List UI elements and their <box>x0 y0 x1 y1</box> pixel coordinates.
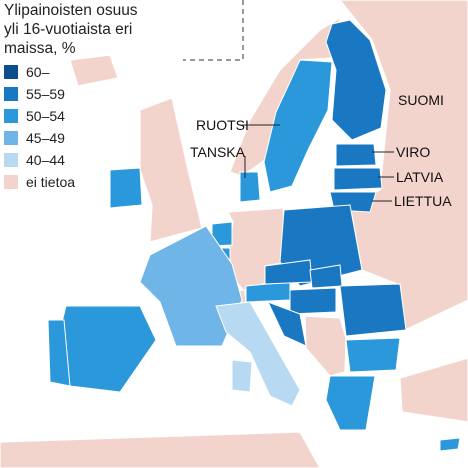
title-line: Ylipainoisten osuus <box>4 2 138 19</box>
title-line: yli 16-vuotiaista eri <box>4 21 132 38</box>
portugal <box>47 319 71 387</box>
latvia <box>333 167 383 191</box>
balkans <box>304 315 347 377</box>
north-africa <box>0 431 321 468</box>
turkey <box>399 357 468 423</box>
cyprus <box>439 437 461 452</box>
legend-label: 45–49 <box>26 130 65 146</box>
finland <box>325 19 387 141</box>
sweden <box>263 59 333 193</box>
hungary <box>289 287 337 315</box>
legend-swatch <box>4 109 18 123</box>
country-label: TANSKA <box>190 144 246 160</box>
iceland <box>69 54 119 87</box>
country-label: LATVIA <box>396 169 444 185</box>
austria <box>245 281 291 303</box>
eu-countries <box>47 19 461 452</box>
country-label: VIRO <box>396 144 430 160</box>
inset-frame <box>183 0 244 61</box>
legend-label: ei tietoa <box>26 174 75 190</box>
croatia <box>267 301 307 347</box>
country-label: LIETTUA <box>394 193 452 209</box>
country-label: RUOTSI <box>196 117 249 133</box>
legend-label: 50–54 <box>26 108 65 124</box>
greece <box>325 375 376 431</box>
legend-label: 60– <box>26 64 50 80</box>
legend-swatch <box>4 153 18 167</box>
legend-swatch <box>4 175 18 189</box>
legend: 60– 55–59 50–54 45–49 40–44 ei tietoa <box>4 64 75 190</box>
italy <box>215 301 301 407</box>
romania <box>339 283 407 337</box>
country-label: SUOMI <box>398 92 444 108</box>
legend-label: 40–44 <box>26 152 65 168</box>
sardinia <box>231 359 253 393</box>
ireland <box>109 167 143 209</box>
united-kingdom <box>139 97 203 243</box>
legend-swatch <box>4 65 18 79</box>
legend-label: 55–59 <box>26 86 65 102</box>
estonia <box>335 143 377 167</box>
france <box>139 225 243 347</box>
legend-swatch <box>4 87 18 101</box>
bulgaria <box>345 337 401 373</box>
legend-swatch <box>4 131 18 145</box>
title-line: maissa, % <box>4 40 76 57</box>
denmark <box>239 171 261 203</box>
